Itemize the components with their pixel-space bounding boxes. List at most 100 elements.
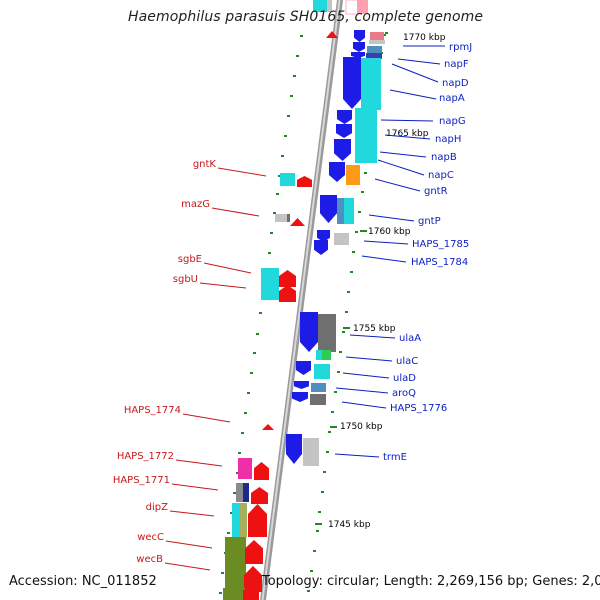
tick-mark: [244, 412, 247, 414]
tick-mark: [345, 311, 348, 313]
leader-line: [349, 334, 396, 339]
gene-bar: [337, 198, 345, 224]
tick-mark: [323, 471, 326, 473]
gene-arrow: [245, 540, 263, 564]
accession-text: Accession: NC_011852: [9, 574, 157, 589]
tick-mark: [233, 492, 236, 494]
leader-line: [379, 151, 427, 158]
leader-line: [397, 58, 441, 65]
tick-mark: [236, 472, 239, 474]
major-tick: [343, 327, 350, 329]
kbp-label: 1770 kbp: [403, 33, 446, 43]
major-tick: [315, 523, 322, 525]
leader-line: [211, 207, 260, 217]
major-tick: [360, 230, 367, 232]
tick-mark: [313, 550, 316, 552]
gene-arrow: [353, 42, 365, 52]
tick-mark: [253, 352, 256, 354]
tick-mark: [385, 32, 388, 34]
HAPS_1774-gene: [262, 424, 274, 430]
tick-mark: [347, 291, 350, 293]
leader-line: [391, 63, 439, 83]
tick-mark: [342, 331, 345, 333]
gene-bar: [313, 0, 327, 12]
gene-label-HAPS_1785: HAPS_1785: [412, 239, 469, 250]
sgbE-gene: [261, 268, 279, 300]
leader-line: [169, 510, 215, 517]
leader-line: [363, 240, 409, 245]
gene-bar: [239, 503, 247, 537]
gntK-gene: [297, 176, 312, 187]
tick-mark: [256, 333, 259, 335]
gene-arrow: [354, 30, 365, 42]
gene-label-napC: napC: [428, 170, 454, 181]
leader-line: [171, 483, 219, 491]
gene-label-napF: napF: [444, 59, 469, 70]
wecC-gene: [225, 537, 246, 589]
leader-line: [361, 255, 407, 263]
tick-mark: [287, 115, 290, 117]
gene-label-ulaA: ulaA: [399, 333, 421, 344]
gene-label-sgbU: sgbU: [173, 274, 198, 285]
gene-bar: [334, 233, 349, 245]
gene-label-aroQ: aroQ: [392, 388, 416, 399]
tick-mark: [221, 572, 224, 574]
gene-arrow: [351, 52, 365, 58]
gene-arrow: [279, 285, 296, 302]
gene-label-rpmJ: rpmJ: [449, 42, 472, 53]
leader-line: [377, 159, 425, 176]
gene-arrow: [248, 504, 267, 537]
tick-mark: [310, 570, 313, 572]
gene-label-HAPS_1784: HAPS_1784: [411, 257, 468, 268]
tick-mark: [326, 451, 329, 453]
gene-label-HAPS_1774: HAPS_1774: [124, 405, 181, 416]
leader-line: [217, 167, 267, 177]
gene-bar: [344, 198, 354, 224]
gene-arrow: [334, 139, 351, 161]
gene-arrow: [296, 361, 311, 375]
gene-bar: [366, 53, 382, 59]
gene-label-gntP: gntP: [418, 216, 441, 227]
tick-mark: [278, 175, 281, 177]
kbp-label: 1765 kbp: [386, 129, 429, 139]
tick-mark: [276, 193, 279, 195]
gene-label-dipZ: dipZ: [146, 502, 168, 513]
gene-label-HAPS_1776: HAPS_1776: [390, 403, 447, 414]
gene-bar: [322, 350, 331, 360]
tick-mark: [339, 351, 342, 353]
leader-line: [368, 214, 415, 222]
gene-bar: [316, 350, 324, 360]
gene-bar: [367, 46, 382, 54]
gene-arrow: [292, 392, 308, 402]
tick-mark: [284, 135, 287, 137]
dipZ-gene: [232, 503, 240, 537]
gene-label-HAPS_1771: HAPS_1771: [113, 475, 170, 486]
gene-label-napH: napH: [435, 134, 461, 145]
gene-arrow: [336, 124, 352, 138]
gene-bar: [275, 214, 288, 222]
tick-mark: [296, 55, 299, 57]
gene-bar: [314, 364, 330, 379]
tick-mark: [238, 452, 241, 454]
gene-label-wecC: wecC: [137, 532, 164, 543]
gene-labels-left: gntK mazG sgbE sgbU HAPS_1774 HAPS_1772 HAPS_1…: [113, 159, 267, 571]
gene-arrow: [251, 487, 268, 504]
trmE-gene: [286, 434, 302, 464]
gene-bar: [370, 32, 384, 40]
tick-mark: [247, 392, 250, 394]
tick-mark: [250, 372, 253, 374]
gene-arrow: [254, 462, 269, 480]
gene-label-napG: napG: [439, 116, 466, 127]
gene-label-gntR: gntR: [424, 186, 448, 197]
mazG-gene: [290, 218, 305, 226]
tick-mark: [364, 172, 367, 174]
tick-mark: [361, 191, 364, 193]
leader-line: [384, 134, 431, 140]
leader-line: [165, 540, 213, 549]
gene-bar: [327, 0, 332, 12]
leader-line: [389, 89, 437, 100]
tick-mark: [358, 211, 361, 213]
gene-label-napD: napD: [442, 78, 469, 89]
genome-title: Haemophilus parasuis SH0165, complete ge…: [128, 9, 484, 25]
tick-mark: [259, 312, 262, 314]
